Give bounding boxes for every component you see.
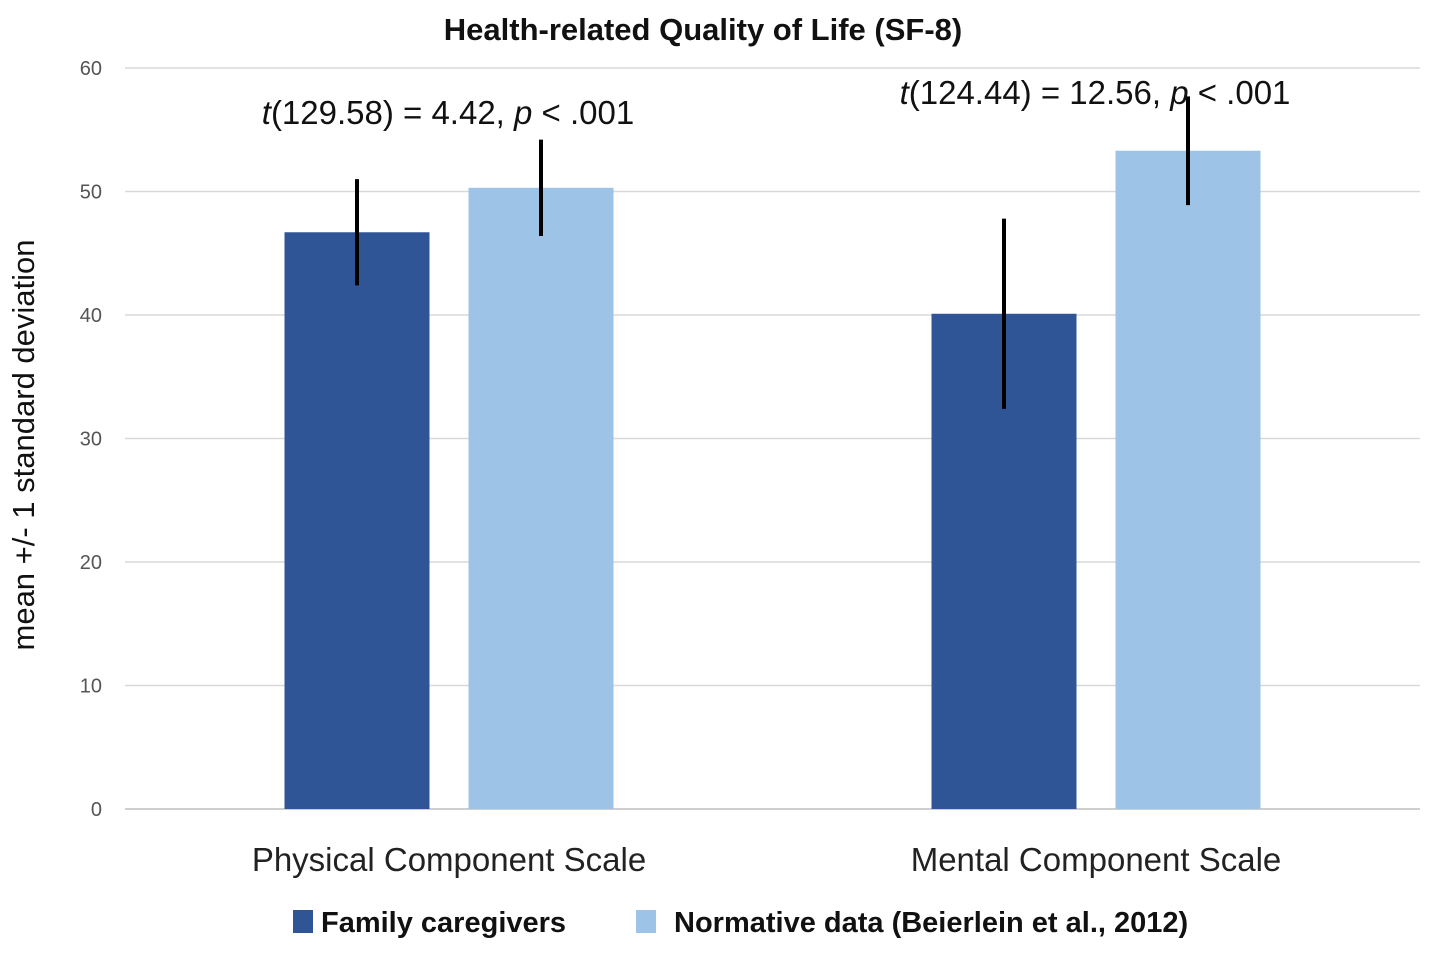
y-axis-ticks: 0 10 20 30 40 50 60 xyxy=(80,58,102,821)
y-tick-label: 10 xyxy=(80,676,102,698)
y-tick-label: 40 xyxy=(80,305,102,327)
bar-normative-mental xyxy=(1115,150,1261,809)
y-tick-label: 60 xyxy=(80,58,102,80)
category-label: Physical Component Scale xyxy=(252,841,646,878)
category-label: Mental Component Scale xyxy=(911,841,1282,878)
y-tick-label: 0 xyxy=(91,799,102,821)
significance-annotation: t(124.44) = 12.56, p < .001 xyxy=(900,74,1291,111)
legend-label: Normative data (Beierlein et al., 2012) xyxy=(674,907,1188,939)
bar-normative-physical xyxy=(468,187,614,810)
category-labels: Physical Component Scale Mental Component… xyxy=(252,841,1281,878)
legend-swatch xyxy=(293,910,313,933)
bars xyxy=(284,150,1261,810)
bar-caregivers-physical xyxy=(284,232,430,809)
y-tick-label: 30 xyxy=(80,429,102,451)
annotations: t(129.58) = 4.42, p < .001 t(124.44) = 12… xyxy=(262,74,1291,131)
legend: Family caregivers Normative data (Beierle… xyxy=(293,907,1188,939)
legend-label: Family caregivers xyxy=(321,907,566,939)
legend-swatch xyxy=(636,910,656,933)
error-bars xyxy=(355,96,1190,409)
y-axis-label: mean +/- 1 standard deviation xyxy=(6,239,41,650)
y-tick-label: 20 xyxy=(80,552,102,574)
chart-title: Health-related Quality of Life (SF-8) xyxy=(444,12,962,47)
y-tick-label: 50 xyxy=(80,182,102,204)
significance-annotation: t(129.58) = 4.42, p < .001 xyxy=(262,94,634,131)
